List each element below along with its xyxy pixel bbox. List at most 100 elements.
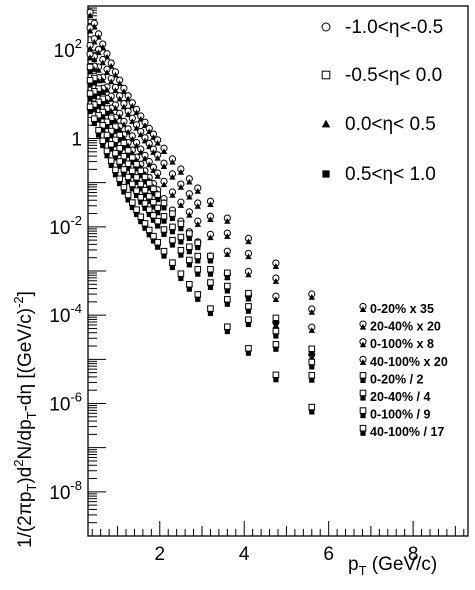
eta-pos-low-marker [154, 139, 161, 146]
x-tick-label: 6 [323, 544, 334, 565]
eta-pos-low-marker [160, 148, 168, 155]
data-point [160, 247, 168, 259]
data-point [177, 270, 185, 282]
data-point [116, 145, 123, 156]
eta-pos-high-marker [133, 192, 140, 199]
eta-pos-high-marker [207, 284, 214, 290]
data-point [150, 185, 157, 197]
legend-label: 0.0<η< 0.5 [345, 114, 436, 135]
filled-triangle-icon [359, 359, 367, 365]
eta-pos-high-marker [87, 69, 93, 75]
eta-pos-low-marker [91, 66, 98, 72]
eta-pos-low-marker [99, 77, 106, 83]
data-point [86, 103, 94, 115]
data-point [120, 166, 128, 177]
eta-neg-low-marker [308, 372, 316, 379]
eta-neg-low-marker [116, 158, 123, 165]
eta-neg-low-marker [124, 191, 132, 199]
data-point [207, 266, 214, 277]
eta-pos-high-marker [245, 350, 252, 356]
data-point [129, 199, 136, 211]
data-point [94, 45, 103, 56]
eta-pos-high-marker [91, 80, 97, 86]
open-square-icon [359, 407, 367, 414]
data-point [224, 296, 231, 307]
data-point [120, 152, 128, 164]
centrality-label: 0-100% x 8 [370, 337, 434, 351]
filled-square-icon [360, 413, 366, 419]
eta-pos-low-marker [194, 221, 201, 227]
eta-pos-low-marker [245, 253, 252, 260]
eta-pos-low-marker [308, 294, 315, 300]
y-tick-label: 10-8 [49, 478, 82, 504]
eta-pos-high-marker [245, 308, 252, 314]
data-point [224, 282, 231, 294]
eta-neg-low-marker [124, 160, 132, 168]
eta-pos-high-marker [161, 218, 167, 224]
eta-pos-high-marker [224, 301, 230, 307]
eta-neg-low-marker [112, 166, 119, 174]
eta-pos-high-marker [169, 215, 176, 222]
eta-pos-high-marker [142, 225, 148, 231]
eta-neg-low-marker [95, 126, 102, 134]
data-point [177, 198, 185, 208]
y-axis-title: 1/(2πpT)d2N/dpT-dη [(GeV/c)-2] [11, 291, 39, 548]
eta-pos-high-marker [161, 253, 167, 259]
x-tick-label: 8 [408, 544, 419, 565]
eta-pos-low-marker [86, 54, 94, 60]
data-point [116, 131, 123, 143]
legend-entry: 0.5<η< 1.0 [322, 164, 436, 185]
eta-pos-high-marker [121, 145, 127, 151]
eta-pos-high-marker [104, 153, 110, 159]
data-point [308, 358, 316, 370]
eta-pos-low-marker [120, 88, 128, 94]
eta-neg-low-marker [137, 213, 145, 221]
data-point [86, 76, 94, 88]
filled-square-icon [360, 377, 366, 383]
data-point [145, 179, 153, 191]
eta-neg-low-marker [120, 183, 128, 191]
eta-pos-low-marker [103, 69, 111, 75]
eta-pos-low-marker [99, 59, 106, 66]
data-point [129, 180, 136, 192]
centrality-label: 20-40% / 4 [370, 390, 431, 404]
data-point [177, 233, 185, 245]
eta-pos-high-marker [178, 275, 184, 282]
eta-pos-low-marker [207, 234, 214, 241]
data-point [150, 198, 157, 210]
eta-pos-high-marker [207, 271, 214, 277]
legend-entry: 0.0<η< 0.5 [321, 114, 436, 135]
data-point [207, 252, 214, 264]
open-square-icon [359, 372, 367, 379]
eta-neg-low-marker [177, 233, 185, 241]
eta-neg-low-marker [91, 115, 98, 123]
eta-pos-high-marker [155, 223, 161, 229]
eta-pos-high-marker [108, 133, 114, 139]
eta-neg-low-marker [224, 296, 231, 303]
eta-pos-high-marker [121, 158, 127, 164]
centrality-label: 0-20% / 2 [370, 372, 424, 386]
eta-pos-high-marker [309, 409, 315, 415]
data-point [224, 269, 231, 281]
eta-neg-low-marker [112, 149, 119, 157]
data-point [86, 41, 94, 52]
data-point [160, 177, 168, 188]
eta-pos-low-marker [194, 203, 201, 209]
eta-neg-low-marker [133, 206, 140, 213]
data-point [120, 183, 128, 195]
data-point [133, 174, 140, 185]
eta-neg-low-marker [194, 252, 202, 260]
eta-pos-low-marker [177, 169, 185, 175]
eta-pos-high-marker [117, 137, 123, 143]
x-tick-label: 2 [154, 544, 165, 565]
centrality-label: 0-100% / 9 [370, 408, 431, 422]
data-point [107, 127, 115, 139]
eta-pos-low-marker [272, 263, 280, 269]
eta-pos-high-marker [100, 127, 106, 133]
eta-pos-high-marker [117, 180, 123, 187]
data-point [154, 217, 161, 229]
data-point [141, 173, 149, 185]
open-square-icon [359, 389, 367, 397]
eta-pos-low-marker [86, 45, 94, 52]
eta-pos-low-marker [224, 251, 231, 257]
